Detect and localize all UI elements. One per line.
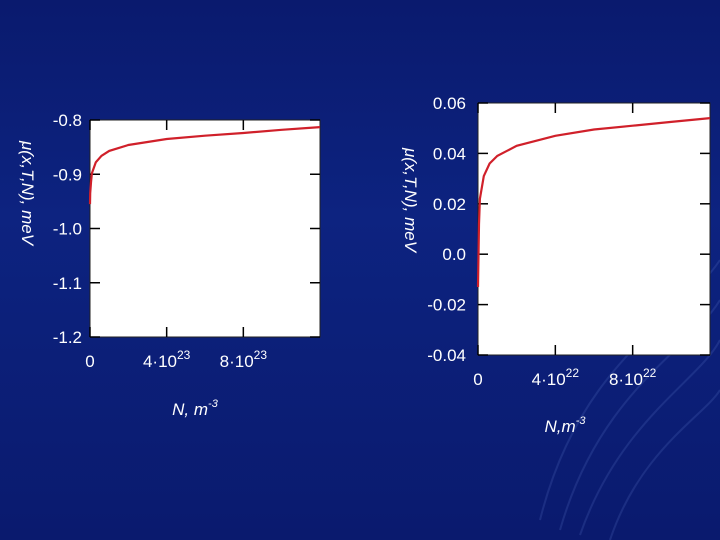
y-tick-label: 0.02	[433, 195, 466, 214]
y-tick-label: -0.9	[53, 165, 82, 184]
y-tick-label: -1.0	[53, 220, 82, 239]
x-tick-label: 4·1023	[143, 348, 191, 371]
left-plot: -0.8 -0.9 -1.0 -1.1 -1.20 4·1023 8·1023 N, m-3 μ…	[18, 111, 321, 419]
right-plot: 0.06 0.04 0.02 0.0 -0.02 -0.04 0 4·1022 8·1022 N,…	[401, 94, 711, 436]
y-tick-label: 0.0	[442, 245, 466, 264]
x-axis-title: N,m-3	[545, 415, 587, 436]
y-tick-label: 0.06	[433, 94, 466, 113]
series-line	[88, 126, 321, 205]
x-tick-label: 0	[85, 352, 94, 371]
plot-area	[89, 119, 321, 338]
y-tick-label: -1.1	[53, 274, 82, 293]
x-tick-label: 0	[473, 370, 482, 389]
y-tick-label: -0.04	[427, 346, 466, 365]
x-axis-title: N, m-3	[172, 398, 219, 419]
x-tick-label: 8·1023	[220, 348, 268, 371]
y-axis-title: μ(x,T,N), meV	[18, 140, 37, 247]
y-tick-label: -0.02	[427, 296, 466, 315]
y-tick-label: -1.2	[53, 328, 82, 347]
series-line	[476, 117, 711, 288]
y-tick-label: -0.8	[53, 111, 82, 130]
x-tick-label: 4·1022	[532, 366, 580, 389]
y-axis-title: μ(x,T,N), meV	[401, 147, 420, 254]
plot-area	[477, 102, 711, 356]
x-tick-label: 8·1022	[609, 366, 657, 389]
y-tick-label: 0.04	[433, 144, 466, 163]
